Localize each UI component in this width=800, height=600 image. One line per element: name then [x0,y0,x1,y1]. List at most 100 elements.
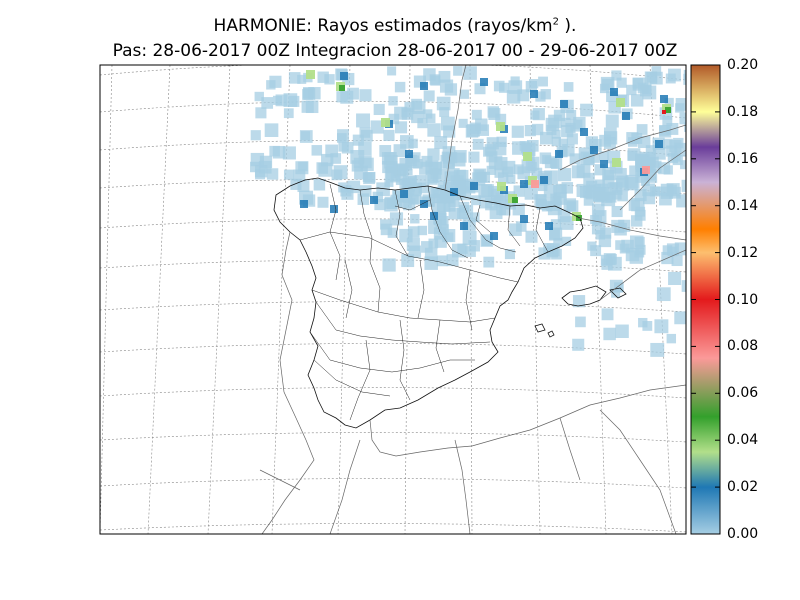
lightning-cell [642,166,650,174]
lightning-cell [370,120,384,134]
lightning-cell [352,134,364,146]
colorbar-tick-label: 0.02 [727,479,759,496]
lightning-cell [423,90,435,102]
lightning-cell [403,198,416,211]
lightning-cell [553,109,566,122]
lightning-cell [665,107,671,113]
lightning-cell [317,71,329,83]
lightning-cell [615,168,627,180]
lightning-cell [439,79,454,93]
lightning-cell [529,79,539,89]
lightning-cell [388,113,400,125]
lightning-cell [364,171,376,183]
lightning-cell [496,205,507,216]
lightning-cell [538,76,548,87]
lightning-cell [593,210,607,224]
lightning-cell [470,182,478,190]
lightning-cell [627,137,638,147]
lightning-cell [462,231,477,245]
lightning-cell [370,196,378,204]
lightning-cell [611,288,621,298]
lightning-cell [675,98,686,111]
lightning-cell [629,250,643,264]
lightning-cell [459,205,474,219]
lightning-cell [540,176,548,184]
lightning-cell [330,205,338,213]
colorbar-tick-label: 0.12 [727,244,759,261]
lightning-cell [535,194,547,205]
lightning-cell [676,194,686,208]
lightning-cell [580,128,588,136]
lightning-cell [269,145,280,157]
lightning-cell [636,124,648,135]
lightning-cell [474,83,486,95]
lightning-cell [443,125,456,138]
lightning-cell [572,295,586,308]
lightning-cell [605,114,619,128]
lightning-cell [601,258,613,270]
lightning-cell [583,185,596,198]
lightning-cell [429,74,441,85]
lightning-cell [662,245,673,255]
lightning-cell [651,66,662,76]
lightning-cell [282,146,296,160]
lightning-cell [537,181,548,192]
lightning-cell [301,100,314,113]
lightning-cell [360,129,373,142]
lightning-cell [395,121,408,134]
lightning-cell [624,176,638,191]
lightning-cell [583,195,594,206]
lightning-cell [496,122,505,131]
lightning-density-field [250,66,686,357]
lightning-cell [317,196,329,208]
lightning-cell [519,141,530,151]
lightning-cell [451,243,466,258]
lightning-cell [435,216,449,229]
lightning-cell [382,258,396,272]
lightning-cell [478,171,491,183]
lightning-cell [373,103,385,116]
lightning-cell [550,219,561,230]
lightning-cell [411,98,423,110]
lightning-cell [575,316,586,328]
lightning-cell [612,158,621,167]
lightning-cell [374,198,386,211]
lightning-cell [356,113,371,128]
lightning-cell [468,240,480,252]
lightning-cell [324,74,335,85]
lightning-cell [404,101,415,112]
lightning-cell [425,113,436,124]
lightning-cell [511,125,524,138]
lightning-cell [523,152,532,161]
lightning-cell [590,146,598,154]
lightning-cell [634,236,645,248]
lightning-cell [434,136,448,149]
lightning-cell [438,70,451,83]
lightning-cell [490,232,498,240]
lightning-cell [590,153,600,163]
lightning-cell [652,186,662,196]
lightning-cell [560,100,568,108]
admin-borders [299,183,549,421]
lightning-cell [394,81,406,93]
lightning-cell [566,200,579,212]
lightning-cell [610,88,618,96]
lightning-cell [437,181,447,191]
lightning-cell [545,222,553,230]
lightning-cell [458,118,468,128]
lightning-cell [583,153,595,165]
lightning-cell [288,72,301,84]
lightning-cell [622,112,630,120]
lightning-cell [442,152,454,164]
lightning-cell [612,190,622,200]
lightning-cell [506,174,516,184]
lightning-cell [668,271,682,285]
lightning-cell [652,146,666,160]
lightning-cell [480,78,488,86]
lightning-cell [299,130,313,143]
lightning-cell [630,94,644,107]
lightning-cell [563,82,574,92]
lightning-cell [580,103,593,117]
lightning-cell [434,235,447,248]
map-title-line1: HARMONIE: Rayos estimados (rayos/km2 ). [213,16,577,36]
